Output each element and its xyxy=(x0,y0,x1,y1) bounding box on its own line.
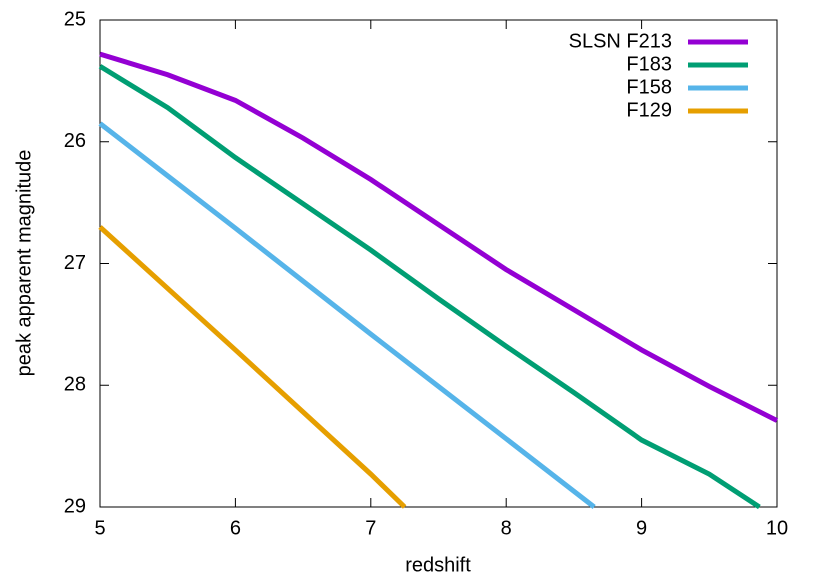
x-tick-label: 6 xyxy=(230,517,241,539)
plot-frame xyxy=(99,19,778,508)
x-tick-label: 8 xyxy=(501,517,512,539)
series-line xyxy=(99,51,779,423)
x-axis-label: redshift xyxy=(405,554,471,576)
series-line xyxy=(98,225,407,509)
x-tick-label: 5 xyxy=(94,517,105,539)
series-line xyxy=(98,121,596,509)
legend-label: F183 xyxy=(626,53,672,75)
y-tick-label: 28 xyxy=(64,374,86,396)
y-tick-label: 25 xyxy=(64,8,86,30)
legend-label: F129 xyxy=(626,99,672,121)
y-axis-label: peak apparent magnitude xyxy=(13,150,35,377)
y-tick-label: 27 xyxy=(64,252,86,274)
legend-label: SLSN F213 xyxy=(569,30,672,52)
series-line xyxy=(98,64,761,510)
legend-label: F158 xyxy=(626,76,672,98)
x-tick-label: 10 xyxy=(766,517,788,539)
y-tick-label: 29 xyxy=(64,495,86,517)
y-tick-label: 26 xyxy=(64,130,86,152)
x-tick-label: 9 xyxy=(636,517,647,539)
x-tick-label: 7 xyxy=(365,517,376,539)
